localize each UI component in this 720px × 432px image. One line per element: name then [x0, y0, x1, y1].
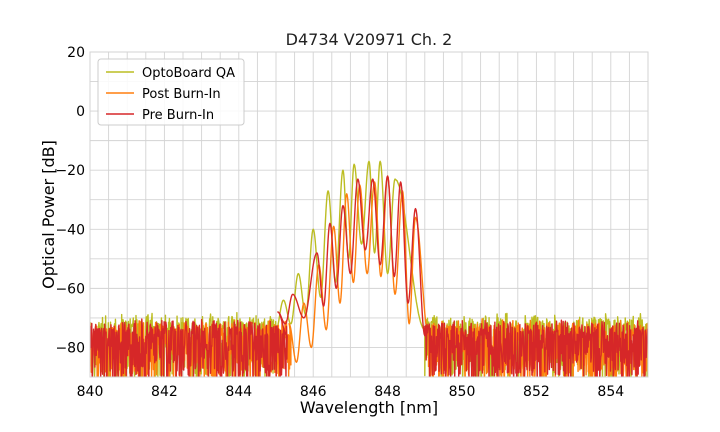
- x-tick-label: 840: [77, 384, 104, 400]
- plot-frame: [89, 51, 649, 378]
- y-tick-label: 20: [67, 45, 85, 61]
- x-tick-label: 852: [523, 384, 550, 400]
- x-tick-label: 854: [597, 384, 624, 400]
- x-axis-label: Wavelength [nm]: [300, 398, 438, 417]
- legend: OptoBoard QA Post Burn-In Pre Burn-In: [97, 58, 245, 126]
- y-tick-labels: 20 0 −20 −40 −60 −80: [55, 45, 85, 356]
- y-tick-label: 0: [76, 104, 85, 120]
- y-tick-label: −80: [55, 340, 85, 356]
- y-tick-label: −40: [55, 222, 85, 238]
- series-line-pre-burn-in: [90, 175, 648, 377]
- x-tick-label: 848: [374, 384, 401, 400]
- legend-entry: Post Burn-In: [142, 87, 221, 102]
- x-tick-labels: 840 842 844 846 848 850 852 854: [77, 384, 625, 400]
- y-axis-label: Optical Power [dB]: [39, 140, 58, 289]
- chart-title: D4734 V20971 Ch. 2: [286, 30, 453, 49]
- legend-entry: OptoBoard QA: [142, 66, 235, 81]
- series-line-optoboard-qa: [90, 160, 648, 377]
- x-tick-label: 844: [225, 384, 252, 400]
- x-tick-label: 846: [300, 384, 327, 400]
- y-tick-label: −60: [55, 281, 85, 297]
- legend-entry: Pre Burn-In: [142, 108, 214, 123]
- x-tick-label: 842: [151, 384, 178, 400]
- y-tick-label: −20: [55, 163, 85, 179]
- legend-box: [97, 58, 245, 126]
- x-tick-label: 850: [449, 384, 476, 400]
- plot-area: [90, 160, 648, 377]
